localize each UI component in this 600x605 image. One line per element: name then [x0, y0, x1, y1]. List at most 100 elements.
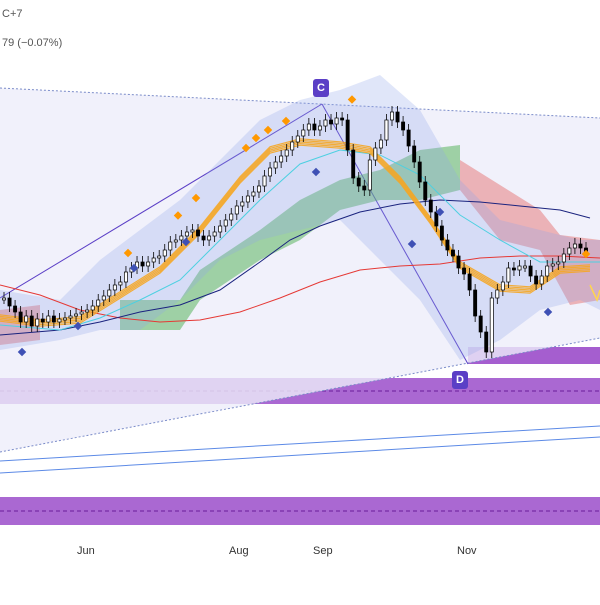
candle-body	[196, 229, 200, 237]
bollinger-band	[0, 75, 600, 360]
candle-body	[351, 149, 356, 179]
candle-body	[123, 271, 128, 283]
candle-body	[279, 155, 284, 163]
candle-body	[550, 263, 555, 267]
cloud-layer	[0, 145, 600, 345]
candle-body	[528, 265, 533, 277]
candle-body	[467, 273, 472, 291]
candle-body	[373, 147, 378, 161]
sell-signal-marker	[251, 133, 261, 143]
candle-body	[384, 119, 389, 141]
candle-body	[218, 225, 223, 233]
candle-body	[423, 181, 428, 201]
x-tick-label: Sep	[313, 545, 333, 557]
bands-layer	[0, 75, 600, 360]
candle-body	[140, 261, 145, 267]
wedge-bottom-line	[0, 337, 600, 453]
candle-body	[456, 255, 461, 269]
cloud-bullish	[120, 145, 460, 330]
candle-body	[417, 161, 422, 183]
pattern-line-bc	[0, 103, 323, 299]
candle-body	[51, 315, 56, 323]
candle-body	[517, 265, 522, 271]
pattern-point-d[interactable]: D	[452, 371, 468, 389]
candle-body	[74, 313, 79, 317]
candle-body	[46, 315, 51, 323]
candle-body	[534, 275, 539, 285]
candle-body	[212, 231, 217, 237]
candle-body	[257, 185, 261, 193]
trend-line	[0, 425, 600, 462]
candle-body	[35, 318, 40, 327]
candle-body	[79, 311, 84, 315]
candle-body	[390, 111, 394, 121]
candle-body	[18, 311, 23, 323]
candle-body	[378, 139, 383, 149]
candle-body	[262, 175, 267, 187]
candle-body	[273, 161, 278, 169]
sma-cyan-line	[0, 149, 600, 331]
candle-body	[572, 243, 577, 249]
sell-signal-marker	[241, 143, 251, 153]
sell-signal-marker	[123, 248, 133, 258]
buy-signal-marker	[129, 263, 139, 273]
candle-body	[290, 141, 295, 151]
sma-blue-line	[0, 199, 591, 336]
sell-signal-marker	[263, 125, 273, 135]
candle-body	[561, 253, 566, 263]
candle-body	[556, 261, 561, 265]
candle-body	[101, 295, 106, 301]
candle-body	[284, 149, 289, 157]
candle-body	[439, 225, 444, 241]
candle-body	[323, 119, 328, 127]
cloud-bearish	[0, 305, 40, 345]
ema-ribbon-line	[0, 144, 591, 327]
candle-body	[356, 177, 361, 187]
buy-signal-marker	[435, 207, 445, 217]
ema-tail-line	[589, 284, 600, 303]
pattern-point-c[interactable]: C	[313, 79, 329, 97]
buy-signal-marker	[17, 347, 27, 357]
candle-body	[85, 309, 90, 313]
candle-body	[151, 257, 156, 263]
candle-body	[245, 195, 250, 203]
candle-body	[240, 201, 245, 207]
buy-signal-marker	[73, 321, 83, 331]
candle-body	[478, 315, 483, 333]
candle-body	[329, 119, 333, 125]
wedge-top-line	[0, 87, 600, 119]
candle-body	[489, 297, 494, 353]
candle-body	[90, 305, 95, 311]
candle-body	[295, 135, 300, 143]
candle-body	[545, 265, 550, 277]
candle-body	[184, 231, 189, 237]
candle-body	[539, 275, 544, 285]
lines-layer	[0, 138, 600, 336]
candle-body	[506, 267, 511, 283]
buy-signal-marker	[543, 307, 553, 317]
candle-body	[29, 315, 34, 327]
sell-signal-marker	[281, 116, 291, 126]
candle-body	[523, 265, 527, 269]
candles-layer	[2, 106, 588, 358]
candle-body	[40, 318, 45, 323]
candle-body	[406, 129, 411, 147]
x-tick-label: Aug	[229, 545, 249, 557]
candle-body	[207, 235, 212, 241]
candle-body	[484, 331, 489, 353]
candle-body	[301, 129, 306, 137]
candle-body	[112, 284, 117, 291]
candle-body	[345, 119, 350, 151]
ema-ribbon-line	[0, 138, 591, 321]
candle-body	[312, 123, 317, 131]
candle-body	[107, 289, 112, 297]
candle-body	[434, 211, 439, 227]
candle-body	[567, 247, 572, 255]
buy-signal-marker	[311, 167, 321, 177]
candle-body	[306, 123, 311, 131]
candle-body	[57, 318, 62, 323]
candle-body	[462, 267, 467, 275]
sell-signal-marker	[347, 95, 357, 104]
